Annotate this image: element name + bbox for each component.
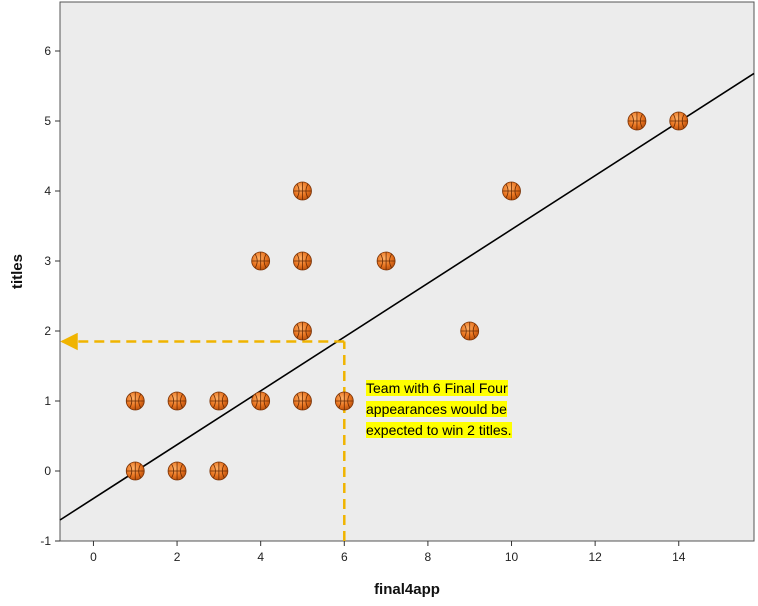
data-points (125, 111, 689, 481)
point-8-basketball-icon (334, 391, 354, 411)
x-tick-label-2: 4 (257, 550, 264, 564)
point-6-basketball-icon (251, 391, 271, 411)
point-12-basketball-icon (293, 251, 312, 271)
x-tick-label-0: 0 (90, 550, 97, 564)
y-axis: -1 0 1 2 3 4 5 6 (40, 44, 60, 548)
y-tick-label-2: 1 (44, 394, 51, 408)
y-axis-title: titles (9, 254, 26, 289)
y-tick-label-0: -1 (40, 534, 51, 548)
point-16-basketball-icon (627, 111, 647, 131)
x-tick-label-4: 8 (425, 550, 432, 564)
y-tick-label-4: 3 (44, 254, 51, 268)
point-11-basketball-icon (251, 251, 271, 271)
annotation-text: Team with 6 Final Four appearances would… (366, 380, 512, 438)
point-2-basketball-icon (209, 461, 229, 481)
point-4-basketball-icon (167, 391, 187, 411)
y-tick-label-7: 6 (44, 44, 51, 58)
point-10-basketball-icon (460, 321, 480, 341)
point-7-basketball-icon (293, 391, 312, 411)
regression-line (59, 72, 755, 521)
y-tick-label-1: 0 (44, 464, 51, 478)
y-tick-label-6: 5 (44, 114, 51, 128)
point-5-basketball-icon (209, 391, 229, 411)
point-14-basketball-icon (293, 181, 312, 201)
point-9-basketball-icon (293, 321, 312, 341)
plot-area (59, 1, 755, 542)
x-tick-label-1: 2 (174, 550, 181, 564)
point-13-basketball-icon (376, 251, 396, 271)
x-tick-label-6: 12 (588, 550, 602, 564)
x-tick-label-5: 10 (505, 550, 519, 564)
point-0-basketball-icon (125, 461, 145, 481)
y-tick-label-5: 4 (44, 184, 51, 198)
prediction-guides (60, 332, 346, 541)
y-tick-label-3: 2 (44, 324, 51, 338)
point-1-basketball-icon (167, 461, 187, 481)
annotation-callout: Team with 6 Final Four appearances would… (366, 378, 546, 441)
point-17-basketball-icon (669, 111, 689, 131)
x-tick-label-3: 6 (341, 550, 348, 564)
point-15-basketball-icon (502, 181, 521, 201)
x-axis: 0 2 4 6 8 10 12 14 (90, 541, 686, 564)
point-3-basketball-icon (125, 391, 145, 411)
x-tick-label-7: 14 (672, 550, 686, 564)
x-axis-title: final4app (374, 581, 440, 598)
